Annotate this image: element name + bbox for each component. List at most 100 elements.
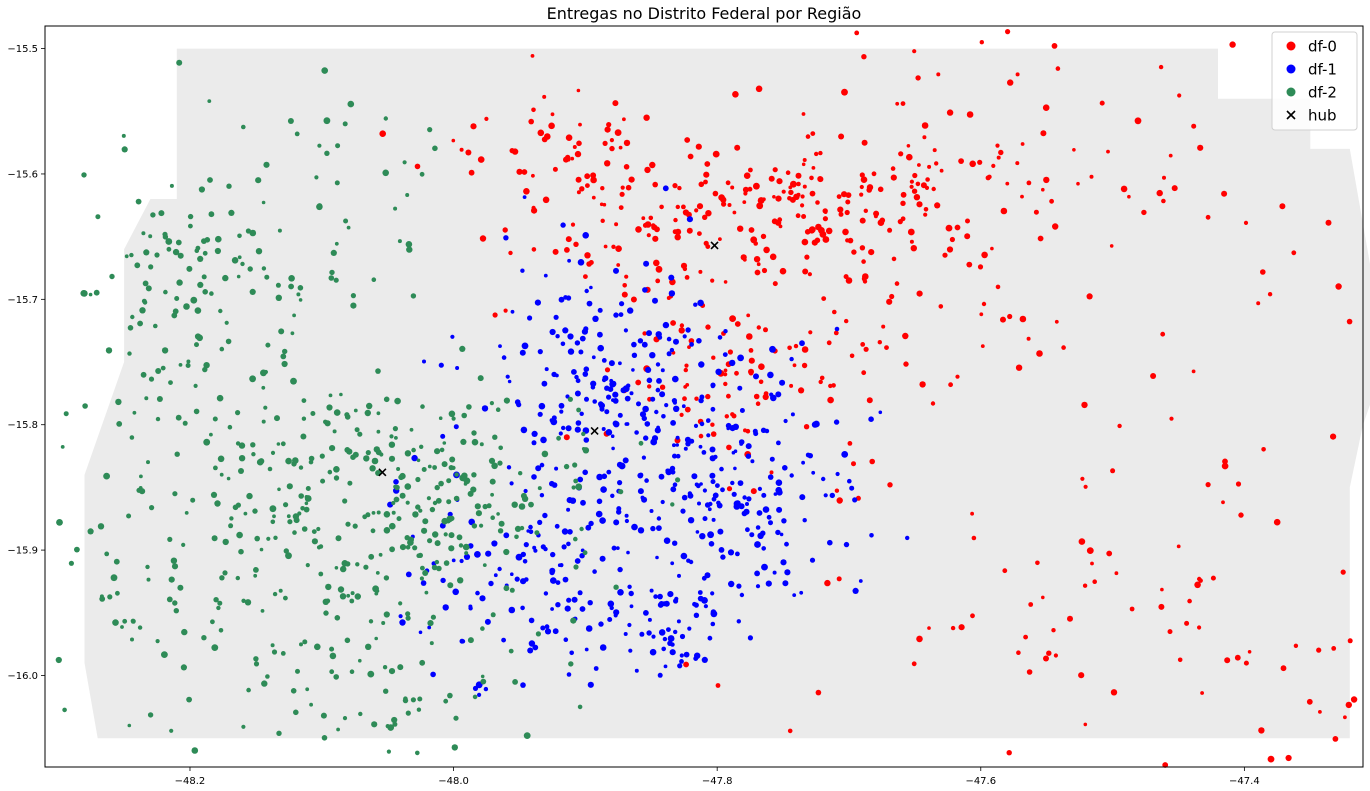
point-df-1 [515, 553, 523, 561]
point-df-0 [979, 40, 984, 45]
point-df-1 [399, 619, 406, 626]
point-df-2 [541, 450, 549, 458]
point-df-2 [194, 342, 199, 348]
point-df-2 [573, 478, 579, 484]
point-df-1 [562, 576, 569, 583]
point-df-0 [866, 397, 873, 404]
point-df-0 [1346, 318, 1353, 325]
point-df-2 [261, 266, 267, 271]
point-df-2 [172, 491, 178, 497]
point-df-0 [1235, 481, 1242, 487]
point-df-2 [276, 442, 281, 446]
point-df-0 [531, 247, 537, 252]
point-df-2 [399, 544, 407, 551]
point-df-2 [186, 359, 191, 364]
point-df-0 [1033, 209, 1039, 215]
point-df-0 [801, 162, 806, 167]
point-df-2 [120, 625, 124, 629]
point-df-0 [792, 363, 797, 368]
point-df-2 [237, 233, 242, 239]
point-df-1 [520, 551, 526, 558]
point-df-0 [757, 197, 765, 204]
point-df-0 [542, 94, 547, 99]
point-df-0 [1043, 176, 1050, 184]
point-df-0 [1026, 336, 1031, 341]
point-df-1 [733, 449, 738, 454]
point-df-2 [272, 591, 278, 597]
point-df-0 [969, 160, 976, 168]
point-df-0 [725, 180, 731, 186]
point-df-2 [219, 472, 224, 477]
point-df-1 [587, 681, 594, 688]
point-df-1 [642, 287, 648, 293]
point-df-0 [915, 181, 921, 187]
point-df-2 [438, 480, 444, 487]
point-df-2 [518, 503, 526, 510]
point-df-1 [650, 396, 656, 402]
point-df-1 [693, 302, 698, 307]
point-df-0 [922, 135, 927, 140]
point-df-2 [412, 511, 419, 518]
point-df-1 [565, 425, 572, 432]
point-df-1 [597, 331, 603, 338]
point-df-1 [709, 472, 716, 479]
point-df-2 [260, 609, 265, 613]
point-df-1 [549, 328, 556, 336]
point-df-0 [642, 222, 648, 228]
point-df-1 [687, 626, 692, 631]
point-df-1 [599, 517, 606, 524]
point-df-1 [905, 535, 910, 541]
point-df-0 [1184, 620, 1190, 626]
point-df-2 [480, 678, 487, 685]
point-df-1 [789, 356, 794, 362]
point-df-0 [808, 330, 813, 335]
point-df-1 [627, 622, 632, 628]
point-df-1 [663, 537, 671, 544]
point-df-0 [1114, 571, 1119, 576]
point-df-1 [683, 651, 690, 658]
point-df-0 [768, 175, 775, 182]
point-df-0 [900, 101, 906, 106]
point-df-2 [228, 209, 235, 216]
point-df-1 [583, 437, 590, 443]
point-df-0 [844, 318, 849, 324]
point-df-0 [552, 166, 558, 172]
point-df-2 [294, 131, 300, 137]
point-df-1 [792, 593, 797, 597]
point-df-0 [1041, 187, 1045, 192]
point-df-0 [1141, 209, 1147, 216]
point-df-1 [585, 625, 593, 632]
point-df-1 [609, 380, 617, 388]
point-df-1 [503, 235, 509, 241]
point-df-0 [729, 315, 736, 322]
point-df-2 [222, 274, 229, 282]
point-df-2 [261, 419, 266, 424]
point-df-2 [492, 434, 498, 440]
point-df-1 [598, 401, 604, 407]
point-df-0 [801, 346, 809, 353]
point-df-0 [1041, 595, 1045, 600]
point-df-2 [240, 261, 245, 267]
point-df-0 [801, 362, 808, 369]
point-df-2 [113, 558, 120, 565]
point-df-1 [649, 509, 654, 513]
legend-marker-df-1 [1286, 64, 1296, 74]
point-df-1 [639, 411, 647, 418]
point-df-2 [286, 483, 293, 490]
point-df-2 [405, 500, 410, 505]
point-df-0 [900, 200, 906, 206]
point-df-1 [673, 338, 679, 345]
point-df-0 [1256, 301, 1261, 306]
point-df-0 [879, 217, 886, 224]
point-df-1 [720, 554, 726, 560]
point-df-0 [818, 150, 823, 156]
point-df-1 [468, 604, 473, 609]
point-df-1 [474, 551, 481, 558]
point-df-2 [259, 547, 264, 552]
point-df-0 [916, 201, 923, 208]
point-df-0 [712, 150, 720, 158]
point-df-2 [355, 562, 360, 567]
point-df-0 [981, 301, 987, 307]
point-df-0 [503, 308, 508, 313]
point-df-2 [367, 670, 375, 678]
